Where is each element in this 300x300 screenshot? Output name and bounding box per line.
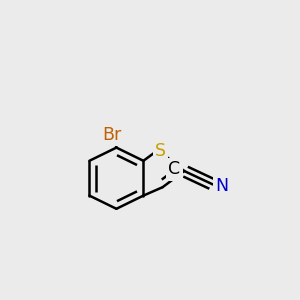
Text: C: C bbox=[169, 160, 181, 178]
Text: S: S bbox=[155, 142, 166, 160]
Text: Br: Br bbox=[102, 126, 122, 144]
Text: N: N bbox=[215, 177, 229, 195]
